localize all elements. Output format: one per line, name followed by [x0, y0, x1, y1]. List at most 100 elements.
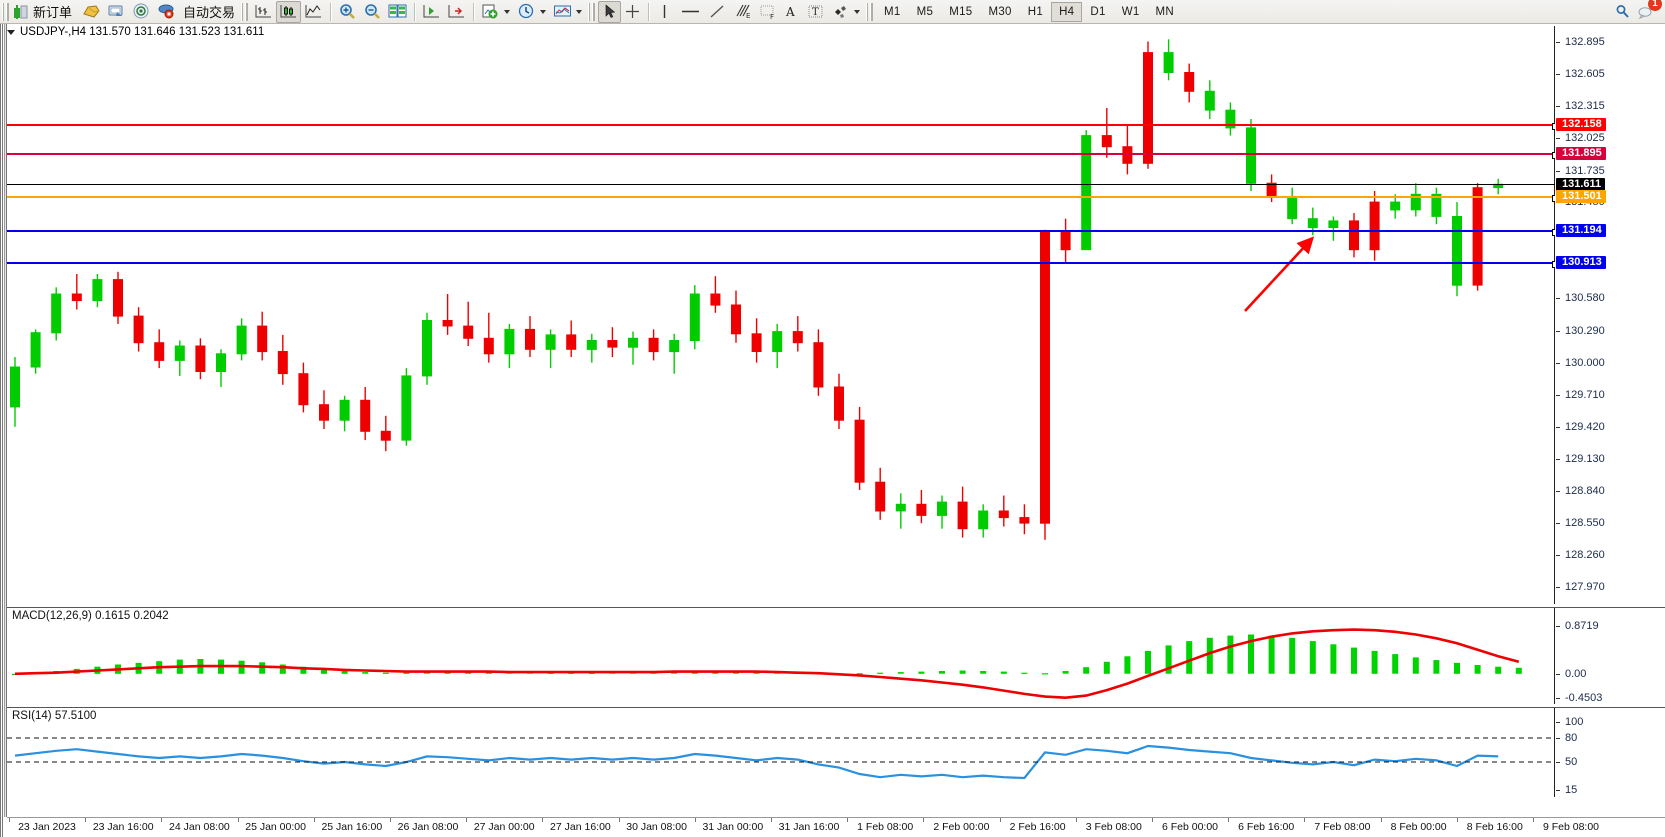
- time-tick: [1533, 818, 1534, 822]
- terminal-icon: [108, 5, 123, 16]
- candlestick-chart-button[interactable]: [276, 0, 302, 23]
- shapes-button[interactable]: [828, 1, 853, 23]
- level-line-handle[interactable]: [1552, 151, 1555, 159]
- cursor-button[interactable]: [598, 0, 622, 23]
- signals-button[interactable]: [129, 1, 154, 23]
- timeframe-d1[interactable]: D1: [1090, 5, 1106, 18]
- level-line-handle[interactable]: [1552, 122, 1555, 130]
- templates-dropdown-icon[interactable]: [576, 9, 583, 14]
- time-tick: [1456, 818, 1458, 822]
- time-label: 1 Feb 08:00: [857, 821, 914, 833]
- timeframe-m30[interactable]: M30: [988, 5, 1012, 18]
- toolbar-grip-2[interactable]: [241, 2, 249, 21]
- macd-series: [12, 628, 1522, 700]
- time-tick: [1380, 818, 1382, 822]
- templates-icon: [554, 5, 572, 17]
- timeframe-h1[interactable]: H1: [1027, 5, 1044, 18]
- price-pane[interactable]: 132.895132.605132.315132.025131.735131.4…: [7, 26, 1665, 604]
- candlestick-chart-icon: [280, 5, 297, 18]
- timeframe-m5[interactable]: M5: [916, 5, 934, 18]
- level-line-entry-level[interactable]: [7, 195, 1555, 203]
- tile-windows-button[interactable]: [385, 1, 410, 23]
- chart-vertical-scrollbar[interactable]: [3, 24, 7, 817]
- price-plot[interactable]: [7, 26, 1555, 604]
- zoom-out-button[interactable]: [360, 1, 385, 23]
- horizontal-line-button[interactable]: [676, 1, 705, 23]
- templates-button[interactable]: [550, 1, 575, 23]
- price-tag-resistance-lower[interactable]: 131.895: [1556, 146, 1606, 160]
- trendline-button[interactable]: [705, 1, 730, 23]
- search-button[interactable]: [1611, 1, 1634, 23]
- vertical-line-icon: [663, 5, 666, 18]
- price-tick: 129.420: [1555, 421, 1605, 434]
- time-axis[interactable]: 23 Jan 2023 23 Jan 16:00 24 Jan 08:00 25 Ja…: [7, 817, 1665, 837]
- toolbar-grip-3[interactable]: [588, 2, 596, 21]
- time-label: 2 Feb 16:00: [1009, 821, 1066, 833]
- horizontal-line-icon: [682, 10, 700, 13]
- crosshair-button[interactable]: [621, 1, 644, 23]
- chart-shift-button[interactable]: [419, 1, 444, 23]
- rsi-pane[interactable]: RSI(14) 57.5100 100 80 50 15: [7, 707, 1665, 797]
- chat-icon: [1638, 7, 1652, 20]
- level-line-resistance-upper[interactable]: [7, 122, 1555, 130]
- price-tag-current-price[interactable]: 131.611: [1556, 178, 1606, 192]
- timeframe-mn[interactable]: MN: [1155, 5, 1175, 18]
- price-tag-support-upper[interactable]: 131.194: [1556, 224, 1606, 238]
- period-button[interactable]: [514, 1, 539, 23]
- timeframe-m15[interactable]: M15: [949, 5, 973, 18]
- price-tag-resistance-upper[interactable]: 132.158: [1556, 117, 1606, 131]
- shapes-icon: [835, 6, 847, 18]
- rsi-tick: 80: [1555, 732, 1577, 745]
- timeframe-h4[interactable]: H4: [1051, 1, 1083, 22]
- chart-symbol-header[interactable]: USDJPY-,H4 131.570 131.646 131.523 131.6…: [3, 24, 264, 40]
- text-button[interactable]: A: [780, 1, 803, 23]
- chart-area[interactable]: USDJPY-,H4 131.570 131.646 131.523 131.6…: [0, 24, 1665, 837]
- chat-button[interactable]: 1: [1634, 0, 1662, 23]
- fibonacci-button[interactable]: E: [730, 1, 755, 23]
- auto-scroll-button[interactable]: [444, 1, 469, 23]
- macd-axis: 0.8719 0.00 -0.4503: [1555, 608, 1665, 704]
- level-line-support-upper[interactable]: [7, 229, 1555, 237]
- time-label: 6 Feb 16:00: [1238, 821, 1295, 833]
- level-line-resistance-lower[interactable]: [7, 151, 1555, 159]
- level-line-handle[interactable]: [1552, 195, 1555, 203]
- channel-button[interactable]: F: [755, 1, 780, 23]
- level-line-handle[interactable]: [1552, 260, 1555, 268]
- macd-pane[interactable]: MACD(12,26,9) 0.1615 0.2042 0.8719 0.00 -0…: [7, 607, 1665, 704]
- add-indicator-button[interactable]: [478, 1, 503, 23]
- svg-text:T: T: [812, 7, 819, 18]
- add-indicator-dropdown-icon[interactable]: [504, 9, 511, 14]
- price-tag-support-lower[interactable]: 130.913: [1556, 255, 1606, 269]
- terminal-button[interactable]: [104, 1, 129, 23]
- toolbar-grip[interactable]: [2, 2, 9, 21]
- fibonacci-icon: E: [736, 4, 750, 20]
- time-tick: [771, 818, 772, 822]
- data-window-button[interactable]: [79, 1, 104, 23]
- period-dropdown-icon[interactable]: [540, 9, 547, 14]
- new-order-button[interactable]: 新订单: [12, 1, 79, 23]
- label-button[interactable]: T: [803, 1, 828, 23]
- timeframe-w1[interactable]: W1: [1121, 5, 1140, 18]
- shapes-dropdown-icon[interactable]: [854, 9, 861, 14]
- vertical-line-button[interactable]: [653, 1, 676, 23]
- level-line-handle[interactable]: [1552, 229, 1555, 237]
- time-label: 25 Jan 16:00: [321, 821, 383, 833]
- zoom-in-button[interactable]: [335, 1, 360, 23]
- bar-chart-button[interactable]: [251, 1, 276, 23]
- time-tick: [999, 818, 1001, 822]
- level-line-support-lower[interactable]: [7, 260, 1555, 268]
- toolbar-grip-4[interactable]: [866, 2, 874, 21]
- price-tag-entry-level[interactable]: 131.501: [1556, 190, 1606, 204]
- rsi-tick: 15: [1555, 784, 1577, 797]
- chevron-down-icon[interactable]: [7, 29, 15, 35]
- main-toolbar: 新订单 自动交易: [0, 0, 1665, 24]
- toolbar-separator-1: [330, 2, 332, 21]
- price-axis[interactable]: 132.895132.605132.315132.025131.735131.4…: [1555, 26, 1665, 604]
- level-line-current-price[interactable]: [7, 184, 1555, 186]
- autotrading-button[interactable]: [154, 1, 179, 23]
- timeframe-m1[interactable]: M1: [884, 5, 901, 18]
- price-tick: 129.130: [1555, 453, 1605, 466]
- svg-text:F: F: [770, 13, 774, 20]
- price-tick: 130.290: [1555, 325, 1605, 338]
- line-chart-button[interactable]: [301, 1, 326, 23]
